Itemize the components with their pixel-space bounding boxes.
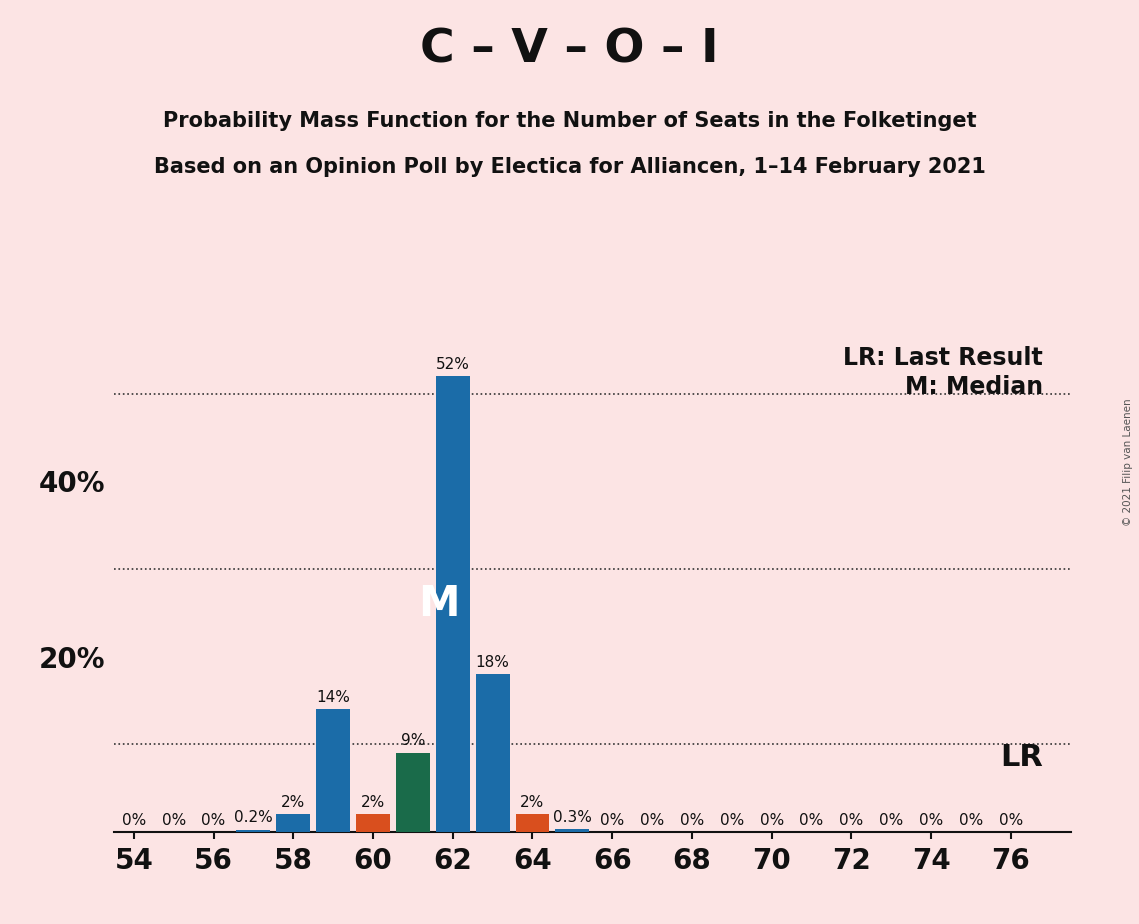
Text: 0%: 0%: [122, 813, 146, 828]
Text: 18%: 18%: [476, 655, 509, 670]
Text: 2%: 2%: [281, 795, 305, 809]
Bar: [357, 814, 390, 832]
Text: 0%: 0%: [162, 813, 186, 828]
Text: LR: Last Result: LR: Last Result: [843, 346, 1043, 370]
Text: 2%: 2%: [361, 795, 385, 809]
Text: Based on an Opinion Poll by Electica for Alliancen, 1–14 February 2021: Based on an Opinion Poll by Electica for…: [154, 157, 985, 177]
Text: 0.3%: 0.3%: [552, 809, 592, 824]
Bar: [237, 830, 270, 832]
Text: © 2021 Filip van Laenen: © 2021 Filip van Laenen: [1123, 398, 1133, 526]
Text: 0.2%: 0.2%: [233, 810, 273, 825]
Bar: [317, 709, 350, 832]
Text: 9%: 9%: [401, 734, 425, 748]
Text: LR: LR: [1000, 743, 1043, 772]
Text: 0%: 0%: [919, 813, 943, 828]
Text: C – V – O – I: C – V – O – I: [420, 28, 719, 73]
Text: M: Median: M: Median: [904, 374, 1043, 398]
Text: 0%: 0%: [202, 813, 226, 828]
Text: 2%: 2%: [521, 795, 544, 809]
Bar: [436, 376, 469, 832]
Text: M: M: [418, 583, 459, 625]
Text: 0%: 0%: [959, 813, 983, 828]
Text: 0%: 0%: [760, 813, 784, 828]
Bar: [476, 674, 509, 832]
Text: Probability Mass Function for the Number of Seats in the Folketinget: Probability Mass Function for the Number…: [163, 111, 976, 131]
Text: 0%: 0%: [999, 813, 1023, 828]
Text: 0%: 0%: [640, 813, 664, 828]
Text: 52%: 52%: [436, 357, 469, 372]
Bar: [516, 814, 549, 832]
Text: 14%: 14%: [317, 689, 350, 705]
Text: 0%: 0%: [800, 813, 823, 828]
Bar: [396, 753, 429, 832]
Bar: [277, 814, 310, 832]
Text: 0%: 0%: [600, 813, 624, 828]
Text: 0%: 0%: [879, 813, 903, 828]
Text: 0%: 0%: [720, 813, 744, 828]
Text: 0%: 0%: [839, 813, 863, 828]
Bar: [556, 829, 589, 832]
Text: 0%: 0%: [680, 813, 704, 828]
